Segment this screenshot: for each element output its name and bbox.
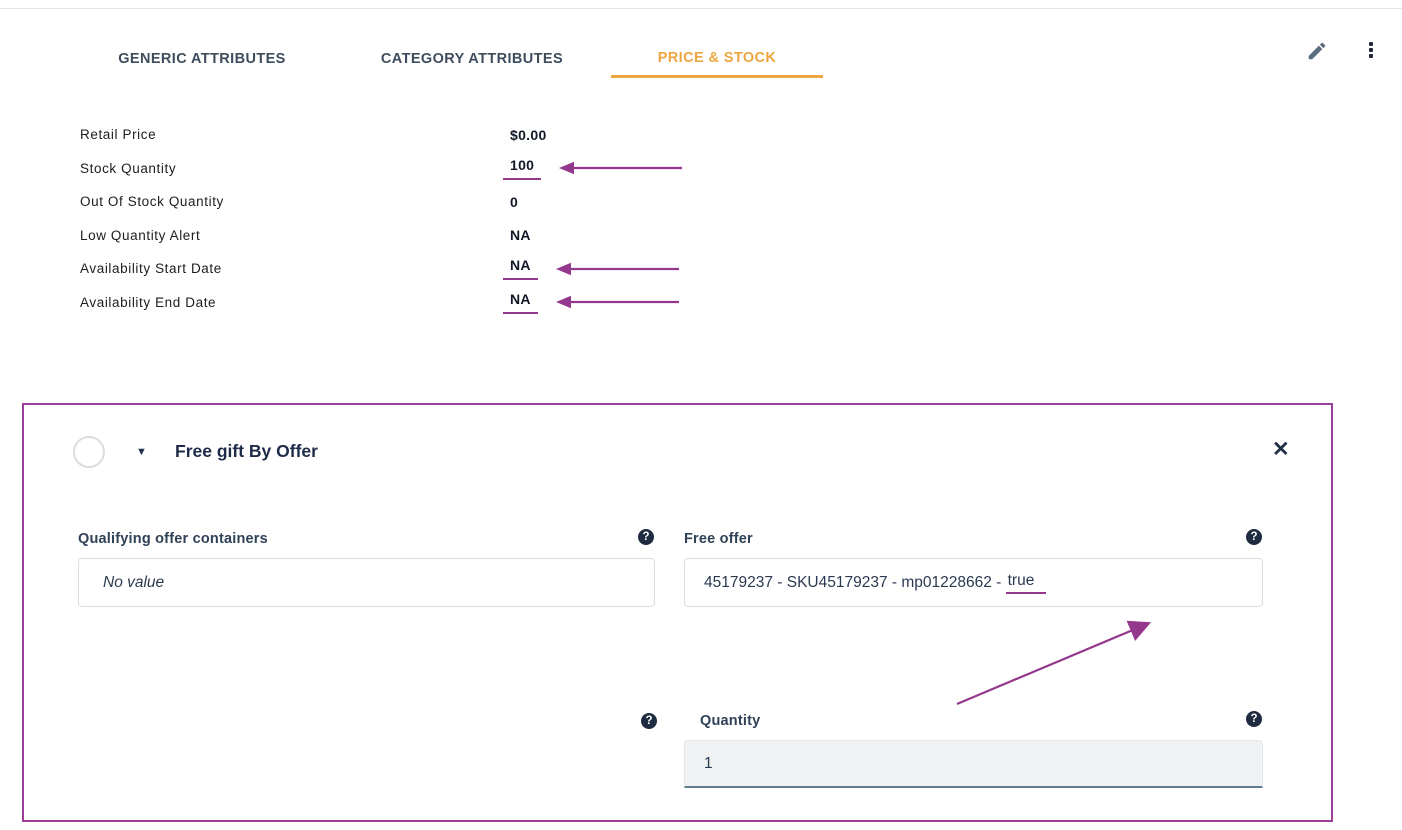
annotation-arrow-diagonal-icon [956,620,1152,706]
annotation-arrow-left-icon [555,296,679,309]
attr-label: Availability End Date [80,294,217,310]
help-icon[interactable]: ? [1246,711,1262,727]
attr-row-retail-price: Retail Price $0.00 [80,118,780,152]
more-options-kebab-icon[interactable] [1362,39,1380,61]
offer-radio-toggle[interactable] [73,436,105,468]
attr-row-availability-start: Availability Start Date NA [80,252,780,286]
annotation-arrow-left-icon [559,162,683,175]
free-offer-value-highlighted: true [1005,572,1047,594]
attr-value-annotated: NA [503,291,538,314]
tab-price-stock[interactable]: PRICE & STOCK [611,40,823,78]
attr-row-stock-quantity: Stock Quantity 100 [80,152,780,186]
qualifying-offer-label: Qualifying offer containers [78,531,268,547]
attr-row-low-quantity-alert: Low Quantity Alert NA [80,219,780,253]
attr-value-annotated: 100 [503,157,542,180]
edit-pencil-icon[interactable] [1306,40,1328,62]
attr-row-out-of-stock: Out Of Stock Quantity 0 [80,185,780,219]
attr-label: Retail Price [80,127,157,143]
help-icon[interactable]: ? [638,529,654,545]
free-offer-input[interactable]: 45179237 - SKU45179237 - mp01228662 - tr… [684,558,1263,607]
help-icon[interactable]: ? [1246,529,1262,545]
panel-title: Free gift By Offer [175,441,318,461]
quantity-input[interactable]: 1 [684,740,1263,788]
free-gift-offer-panel: ▼ Free gift By Offer ✕ Qualifying offer … [22,403,1333,822]
attr-label: Availability Start Date [80,261,222,277]
tab-generic-attributes[interactable]: GENERIC ATTRIBUTES [118,51,286,67]
chevron-down-icon[interactable]: ▼ [136,446,147,458]
annotation-arrow-left-icon [555,262,679,275]
quantity-label: Quantity [700,713,761,729]
free-offer-value-prefix: 45179237 - SKU45179237 - mp01228662 - [704,573,1006,591]
attr-label: Out Of Stock Quantity [80,194,224,210]
attr-value: $0.00 [510,126,547,143]
free-offer-label: Free offer [684,531,753,547]
attr-row-availability-end: Availability End Date NA [80,286,780,320]
attr-value: 0 [510,193,519,210]
close-icon[interactable]: ✕ [1272,438,1290,461]
attr-label: Stock Quantity [80,160,177,176]
attributes-list: Retail Price $0.00 Stock Quantity 100 Ou… [80,118,780,319]
qualifying-offer-input[interactable]: No value [78,558,655,607]
attr-value-annotated: NA [503,257,538,281]
attr-label: Low Quantity Alert [80,227,201,243]
attr-value: NA [510,227,531,244]
help-icon[interactable]: ? [641,713,657,729]
tab-category-attributes[interactable]: CATEGORY ATTRIBUTES [380,51,564,67]
top-divider [0,8,1402,9]
